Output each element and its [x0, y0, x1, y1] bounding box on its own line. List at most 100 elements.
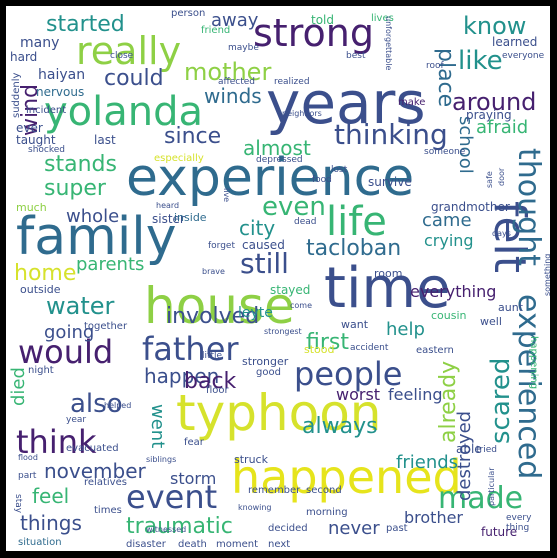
- word: even: [262, 192, 326, 222]
- word: remember: [248, 485, 301, 496]
- word: hard: [10, 50, 38, 64]
- word: would: [18, 333, 114, 371]
- word: caused: [242, 238, 285, 252]
- word: happening: [528, 336, 539, 390]
- word: brother: [404, 508, 464, 527]
- word: last: [94, 133, 116, 147]
- word: house: [144, 277, 295, 335]
- word: city: [239, 216, 276, 240]
- word: death: [178, 539, 207, 550]
- word: help: [386, 319, 425, 340]
- word: together: [84, 321, 128, 332]
- word: days: [492, 229, 511, 238]
- word: think: [16, 423, 97, 461]
- word: nervous: [36, 85, 85, 99]
- word: lives: [371, 13, 394, 24]
- word: always: [302, 414, 378, 439]
- word: leyte: [238, 305, 273, 321]
- word: feel: [32, 484, 70, 508]
- word: place: [433, 48, 458, 108]
- word: really: [76, 29, 182, 73]
- word: tacloban: [306, 236, 402, 261]
- word: heard: [156, 201, 180, 210]
- word: night: [28, 365, 54, 376]
- word: everything: [410, 282, 497, 301]
- word: years: [266, 69, 426, 137]
- word: family: [16, 207, 177, 267]
- word: traumatic: [126, 514, 233, 539]
- word: almost: [243, 136, 311, 160]
- word: relatives: [84, 477, 127, 488]
- word: going: [44, 322, 95, 343]
- word: brave: [202, 267, 225, 276]
- word: crying: [424, 231, 474, 250]
- word: little: [202, 351, 223, 361]
- word: afraid: [476, 117, 529, 138]
- word: could: [104, 66, 164, 91]
- word: moment: [216, 539, 259, 550]
- word: strongest: [264, 327, 302, 336]
- word: never: [328, 518, 380, 539]
- word: mother: [184, 58, 272, 86]
- word: feeling: [388, 385, 443, 404]
- word: things: [20, 511, 82, 535]
- word: parents: [76, 254, 145, 275]
- word: much: [16, 201, 47, 214]
- word: forget: [208, 241, 235, 251]
- word: tried: [476, 445, 497, 455]
- word: live: [222, 188, 231, 203]
- word: everyone: [502, 51, 545, 61]
- word: super: [44, 176, 106, 201]
- word: yolanda: [44, 89, 204, 135]
- word: happen: [144, 364, 220, 388]
- word: safe: [485, 171, 494, 188]
- word: friends: [396, 452, 459, 473]
- word: around: [452, 88, 537, 116]
- word: maybe: [228, 43, 259, 53]
- word: struck: [234, 453, 268, 466]
- word: fear: [184, 437, 204, 448]
- word: affected: [218, 77, 255, 87]
- word: want: [341, 318, 369, 331]
- word: scared: [486, 357, 516, 444]
- word: floor: [206, 385, 229, 396]
- word: involved: [166, 304, 260, 329]
- word: school: [455, 116, 476, 174]
- word: eastern: [416, 345, 454, 356]
- word: best: [346, 51, 366, 61]
- word: life: [326, 199, 387, 245]
- word: thing: [506, 523, 530, 533]
- word: stands: [44, 152, 117, 177]
- word: event: [126, 478, 218, 516]
- word: decided: [268, 523, 308, 534]
- word: still: [240, 247, 289, 280]
- word: like: [458, 46, 503, 76]
- word: make: [398, 97, 426, 108]
- word: stayed: [270, 283, 311, 297]
- word: particular: [487, 467, 496, 506]
- word: knowing: [238, 503, 272, 512]
- word: able: [456, 442, 482, 456]
- word: stronger: [242, 355, 289, 368]
- word: something: [543, 253, 550, 296]
- word: morning: [306, 507, 348, 518]
- word: told: [311, 13, 334, 27]
- word: thinking: [334, 118, 448, 151]
- word-cloud: years experience time typhoon happened f…: [6, 6, 550, 551]
- word: went: [147, 404, 168, 449]
- word: outside: [20, 283, 61, 296]
- word: many: [20, 35, 60, 51]
- word: well: [480, 315, 502, 328]
- word: strong: [253, 11, 374, 55]
- word: died: [8, 367, 29, 406]
- word: evacuated: [66, 443, 119, 454]
- word: came: [422, 210, 472, 231]
- word: incident: [26, 105, 67, 116]
- word: every: [506, 513, 532, 523]
- word: away: [211, 10, 259, 31]
- word: door: [497, 167, 506, 186]
- word: close: [110, 51, 134, 61]
- word: time: [324, 256, 451, 321]
- word: storm: [170, 469, 217, 488]
- word: haiyan: [38, 67, 86, 83]
